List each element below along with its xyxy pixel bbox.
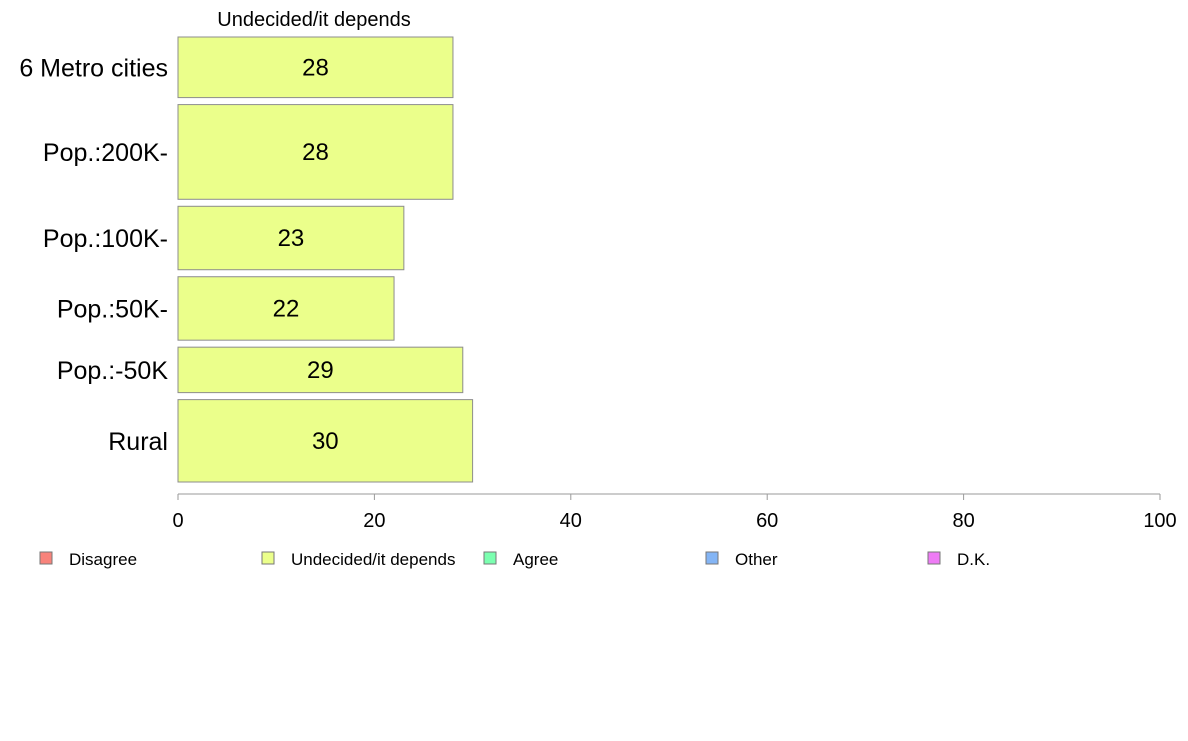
legend-label-d-k: D.K. <box>957 550 990 569</box>
legend-swatch-disagree <box>39 551 53 565</box>
legend-item-undecided-it-depends: Undecided/it depends <box>261 550 455 569</box>
bar-rural <box>177 399 474 483</box>
bar-value-label-rural: 30 <box>312 428 339 455</box>
bar-pop-100k <box>177 205 405 271</box>
category-label-pop-50k: Pop.:-50K <box>57 357 169 385</box>
x-tick-label-80: 80 <box>952 510 974 532</box>
legend-swatch-other <box>705 551 719 565</box>
bar-6-metro-cities <box>177 36 454 99</box>
x-tick-label-0: 0 <box>172 510 183 532</box>
bar-value-label-pop-200k: 28 <box>302 139 329 166</box>
legend-label-other: Other <box>735 550 778 569</box>
legend-label-agree: Agree <box>513 550 558 569</box>
legend-item-other: Other <box>705 550 778 569</box>
category-label-pop-50k: Pop.:50K- <box>57 295 168 323</box>
legend-swatch-d-k <box>927 551 941 565</box>
category-label-6-metro-cities: 6 Metro cities <box>19 54 168 82</box>
legend-item-disagree: Disagree <box>39 550 137 569</box>
category-label-pop-200k: Pop.:200K- <box>43 139 168 167</box>
bars-layer: 28 6 Metro cities 28 Pop.:200K- 23 Pop.:100K-… <box>19 36 474 483</box>
legend: Disagree Undecided/it depends Agree Other D.… <box>39 550 990 569</box>
x-tick-label-60: 60 <box>756 510 778 532</box>
x-axis: 0 20 40 60 80 100 <box>172 493 1177 532</box>
x-tick-label-20: 20 <box>363 510 385 532</box>
legend-swatch-undecided-it-depends <box>261 551 275 565</box>
bar-value-label-pop-100k: 23 <box>278 225 305 252</box>
x-tick-label-40: 40 <box>560 510 582 532</box>
panel-title: Undecided/it depends <box>217 9 410 31</box>
category-label-pop-100k: Pop.:100K- <box>43 225 168 253</box>
x-tick-label-100: 100 <box>1143 510 1176 532</box>
bar-value-label-pop-50k: 29 <box>307 357 334 384</box>
bar-value-label-pop-50k: 22 <box>273 295 300 322</box>
legend-label-disagree: Disagree <box>69 550 137 569</box>
bar-value-label-6-metro-cities: 28 <box>302 54 329 81</box>
bar-pop-50k <box>177 276 395 341</box>
legend-item-d-k: D.K. <box>927 550 990 569</box>
legend-swatch-agree <box>483 551 497 565</box>
bar-pop-50k <box>177 346 464 394</box>
category-label-rural: Rural <box>108 428 168 456</box>
bar-pop-200k <box>177 104 454 200</box>
legend-label-undecided-it-depends: Undecided/it depends <box>291 550 455 569</box>
legend-item-agree: Agree <box>483 550 558 569</box>
